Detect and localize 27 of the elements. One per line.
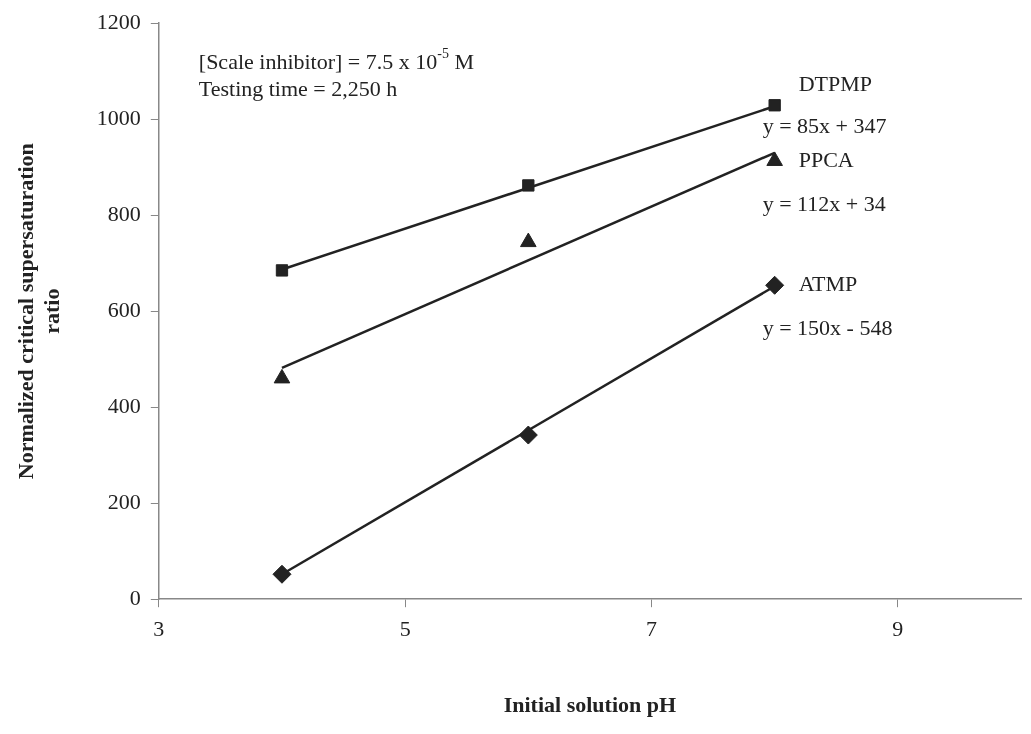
point — [275, 264, 289, 277]
x-axis-title: Initial solution pH — [503, 692, 677, 718]
y-tick-label: 0 — [129, 584, 141, 610]
x-tick-label: 3 — [153, 616, 165, 642]
y-tick-label: 200 — [107, 488, 141, 514]
annotation: Testing time = 2,250 h — [198, 75, 398, 101]
y-tick-label: 1200 — [96, 8, 141, 34]
x-tick-label: 5 — [399, 616, 411, 642]
series-label: DTPMP — [798, 71, 873, 97]
point — [272, 564, 292, 584]
point — [520, 232, 537, 248]
x-tick-label: 7 — [645, 616, 657, 642]
point — [522, 179, 535, 192]
series-label: ATMP — [798, 271, 858, 297]
x-tick-label: 9 — [892, 616, 904, 642]
annotation: y = 112x + 34 — [762, 190, 886, 216]
point — [518, 425, 538, 445]
series-label: PPCA — [798, 146, 854, 172]
y-tick-label: 600 — [107, 296, 141, 322]
y-tick-label: 800 — [107, 200, 141, 226]
annotation: y = 150x - 548 — [762, 315, 893, 341]
y-tick-label: 1000 — [96, 104, 141, 130]
y-axis-title: Normalized critical supersaturation ratio — [12, 143, 65, 480]
point — [768, 99, 781, 112]
y-tick-label: 400 — [107, 392, 141, 418]
annotation: y = 85x + 347 — [762, 113, 887, 139]
point — [765, 275, 785, 295]
